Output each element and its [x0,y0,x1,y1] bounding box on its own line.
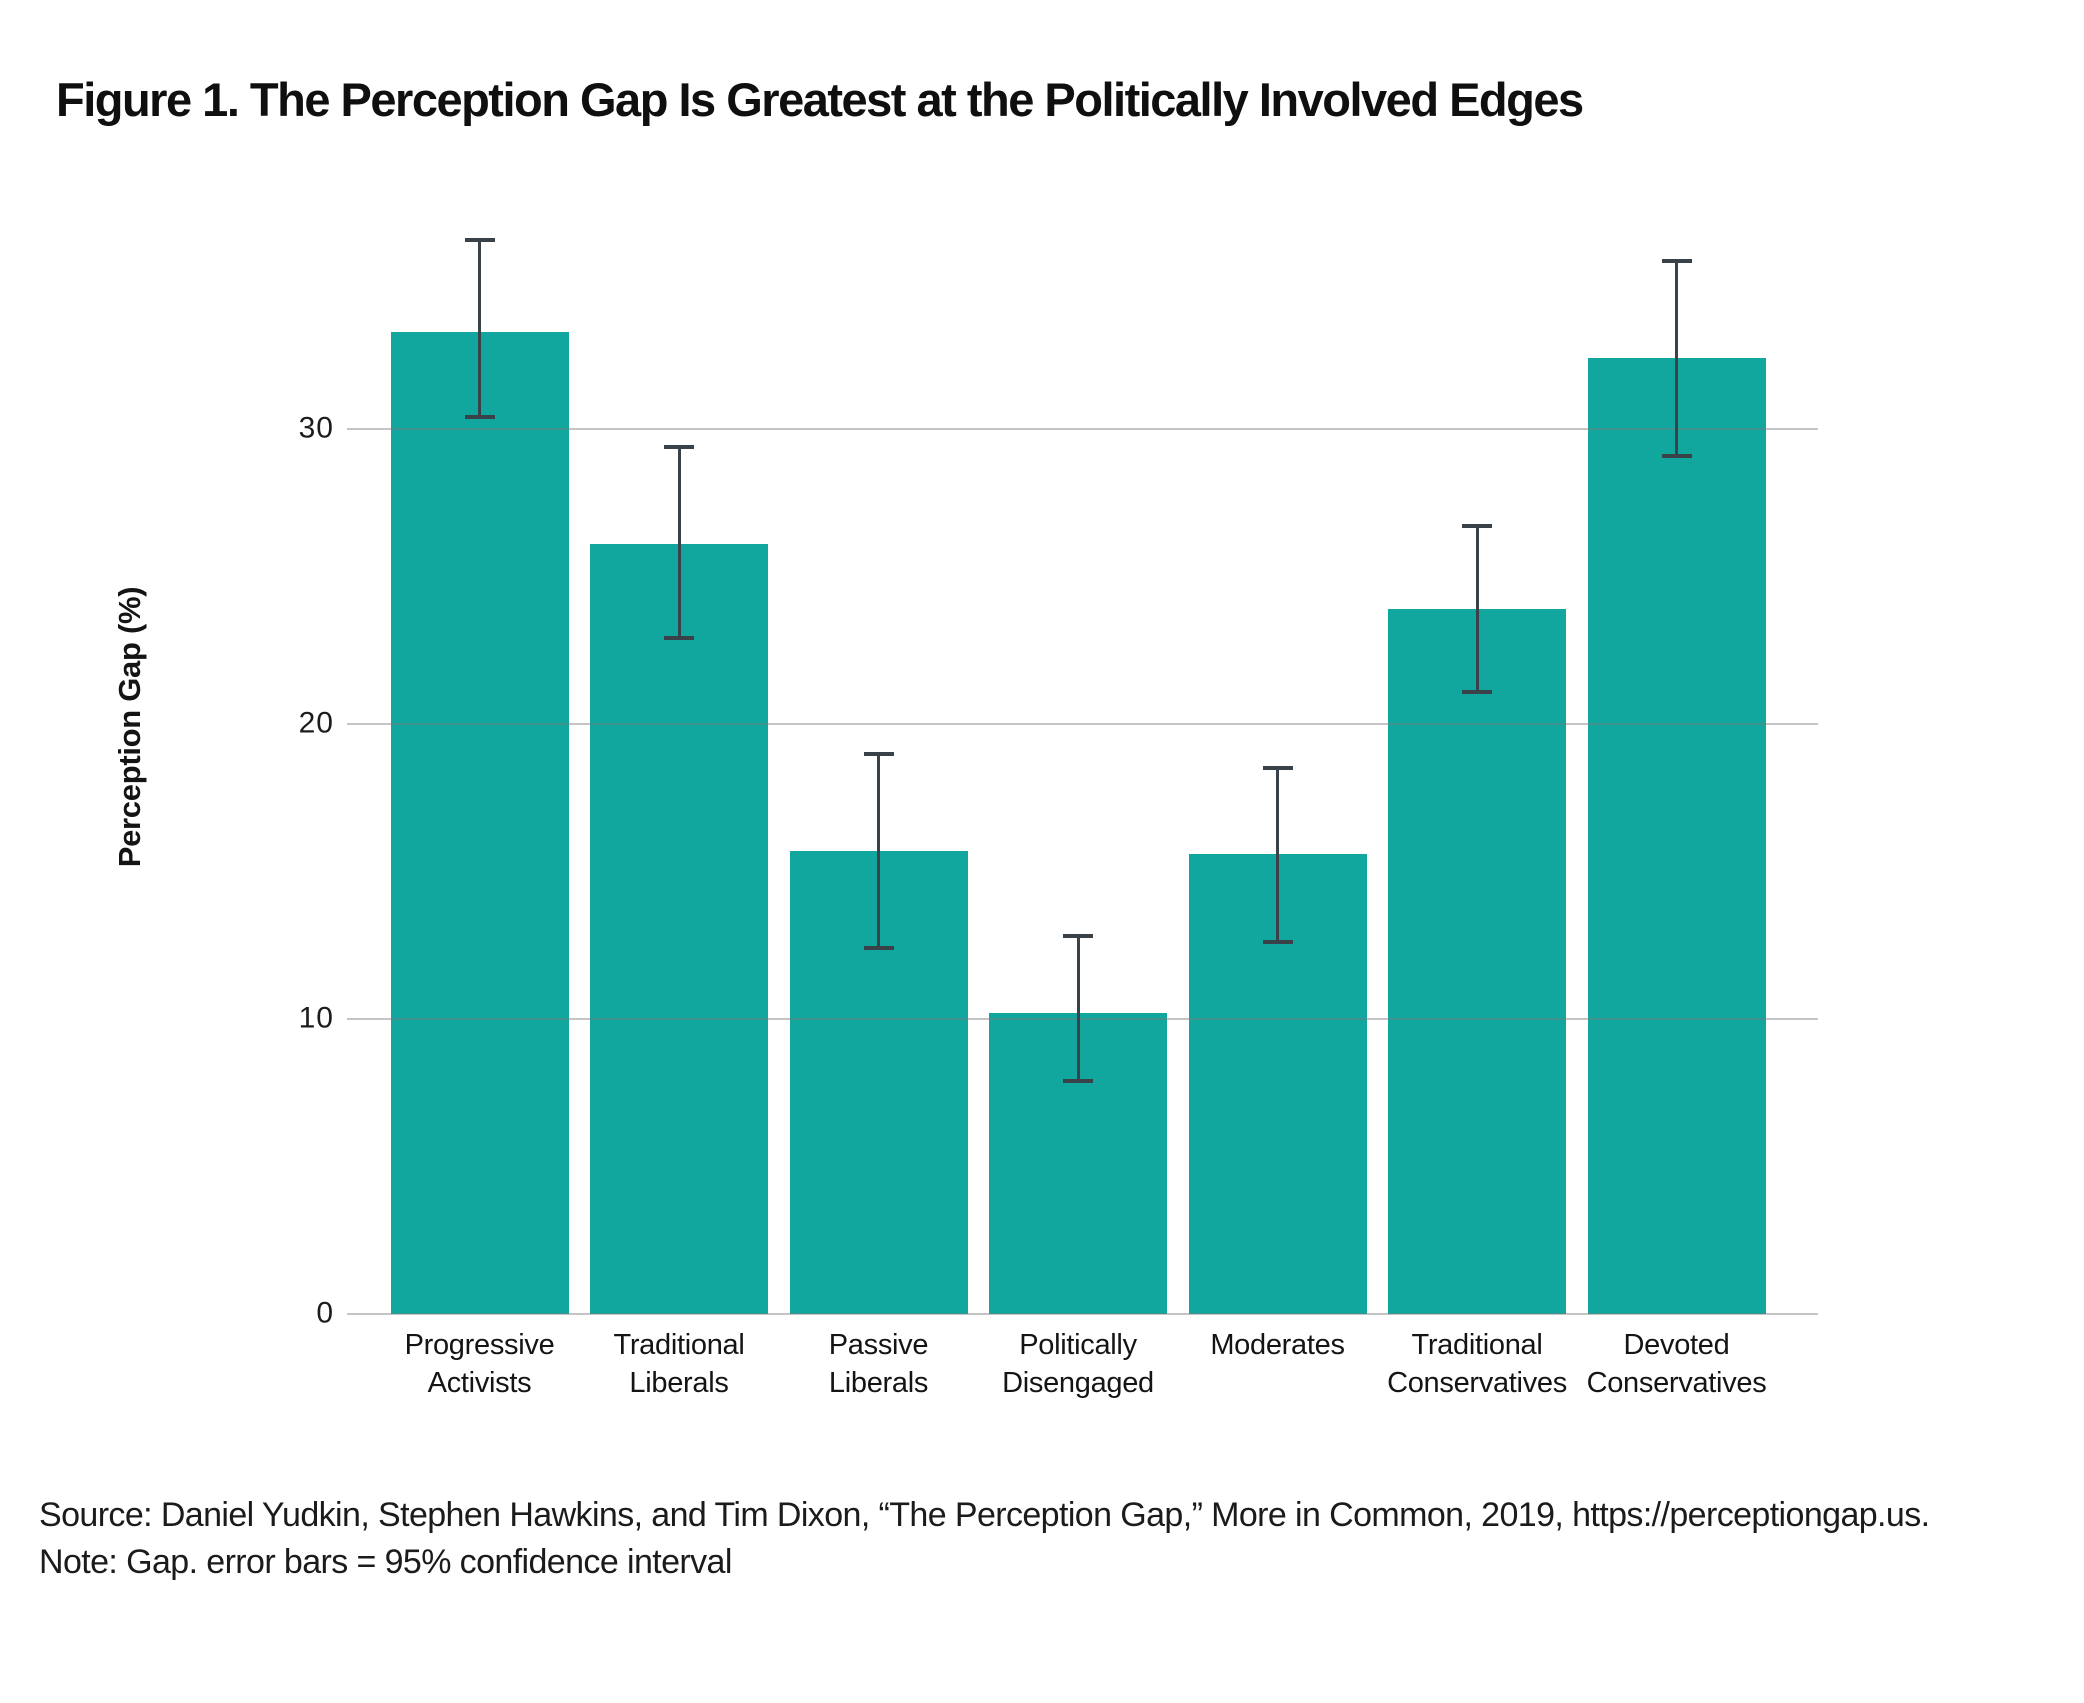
x-tick-moderates: Moderates [1210,1329,1345,1361]
error-cap-top-passive-liberals [863,751,894,756]
error-cap-bottom-moderates [1262,940,1293,945]
x-tick-traditional-conservatives: Traditional Conservatives [1387,1329,1567,1399]
x-tick-traditional-liberals: Traditional Liberals [613,1329,745,1399]
bar-progressive-activists [390,331,569,1314]
source-note: Source: Daniel Yudkin, Stephen Hawkins, … [39,1496,1930,1534]
error-bar-passive-liberals [877,753,880,949]
x-tick-progressive-activists: Progressive Activists [404,1329,555,1399]
y-tick-30: 30 [298,411,334,445]
error-cap-bottom-politically-disengaged [1063,1078,1093,1083]
figure-title: Figure 1. The Perception Gap Is Greatest… [56,73,1584,126]
error-cap-top-politically-disengaged [1063,934,1093,939]
error-bar-traditional-liberals [677,446,681,639]
x-tick-devoted-conservatives: Devoted Conservatives [1586,1329,1767,1399]
bar-devoted-conservatives [1587,358,1766,1314]
error-bar-progressive-activists [478,240,481,418]
error-cap-bottom-progressive-activists [464,415,495,420]
y-tick-0: 0 [316,1296,334,1330]
footnotes: Source: Daniel Yudkin, Stephen Hawkins, … [39,1492,1930,1586]
error-cap-bottom-traditional-conservatives [1462,689,1492,694]
gridline-0 [347,1313,1818,1315]
y-tick-10: 10 [298,1001,334,1035]
method-note: Note: Gap. error bars = 95% confidence i… [39,1543,732,1581]
error-cap-top-moderates [1262,766,1293,771]
error-cap-bottom-traditional-liberals [664,636,694,641]
error-cap-bottom-devoted-conservatives [1661,453,1692,458]
x-tick-passive-liberals: Passive Liberals [828,1329,929,1399]
error-bar-devoted-conservatives [1675,260,1678,456]
bar-traditional-conservatives [1388,608,1566,1314]
error-bar-politically-disengaged [1076,936,1080,1081]
x-tick-politically-disengaged: Politically Disengaged [1002,1329,1154,1399]
error-cap-top-traditional-liberals [664,444,694,449]
error-cap-top-traditional-conservatives [1462,524,1492,529]
y-axis-title: Perception Gap (%) [112,586,147,868]
error-cap-bottom-passive-liberals [863,946,894,951]
y-tick-20: 20 [298,706,334,740]
gridline-10 [347,1018,1818,1020]
gridline-30 [347,428,1818,430]
gridline-20 [347,723,1818,725]
error-bar-moderates [1276,768,1279,943]
error-cap-top-progressive-activists [464,238,495,243]
bar-traditional-liberals [590,544,768,1314]
error-bar-traditional-conservatives [1475,526,1479,692]
error-cap-top-devoted-conservatives [1661,258,1692,263]
